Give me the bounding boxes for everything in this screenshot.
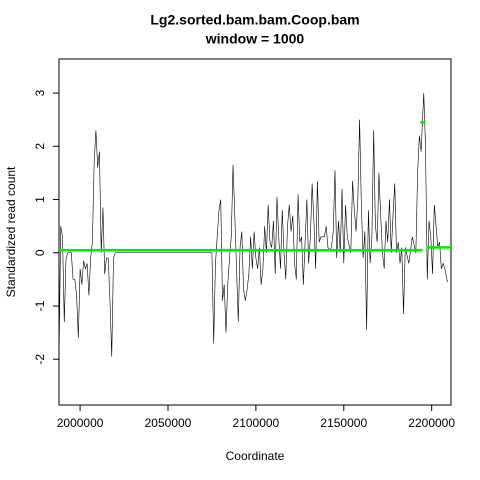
- y-tick-label: -1: [33, 300, 47, 311]
- x-tick-label: 2200000: [408, 416, 455, 430]
- chart-subtitle: window = 1000: [205, 31, 305, 47]
- y-tick-label: 1: [33, 196, 47, 203]
- y-tick-label: -2: [33, 354, 47, 365]
- y-tick-label: 0: [33, 249, 47, 256]
- plot-frame: [58, 58, 452, 406]
- x-axis-label: Coordinate: [226, 449, 285, 463]
- y-axis-label: Standardized read count: [4, 166, 18, 297]
- x-tick-label: 2000000: [57, 416, 104, 430]
- y-tick-label: 3: [33, 89, 47, 96]
- data-line: [59, 93, 448, 360]
- chart-title: Lg2.sorted.bam.bam.Coop.bam: [150, 12, 359, 28]
- x-tick-label: 2150000: [320, 416, 367, 430]
- y-tick-label: 2: [33, 143, 47, 150]
- x-tick-label: 2050000: [145, 416, 192, 430]
- x-tick-label: 2100000: [233, 416, 280, 430]
